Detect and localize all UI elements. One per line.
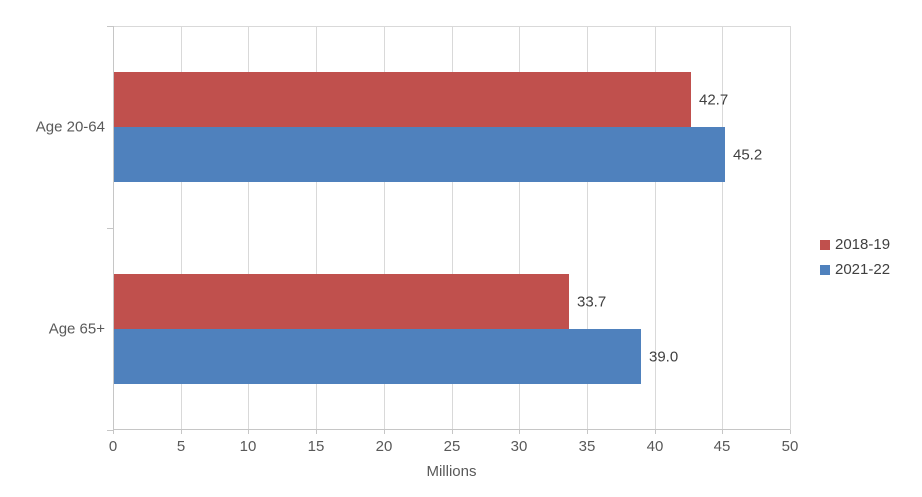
- x-tick-mark-10: [248, 430, 249, 434]
- y-tick-mark-2: [107, 430, 113, 431]
- x-tick-mark-35: [587, 430, 588, 434]
- data-label-2021-22-Age 20-64: 45.2: [733, 146, 763, 164]
- legend: 2018-19 2021-22: [820, 232, 890, 282]
- x-tick-label-5: 5: [176, 438, 186, 455]
- data-label-2018-19-Age 65+: 33.7: [577, 293, 607, 311]
- x-tick-mark-15: [316, 430, 317, 434]
- x-tick-mark-0: [113, 430, 114, 434]
- bar-2021-22-Age 65+: [113, 329, 641, 384]
- legend-label: 2018-19: [835, 236, 891, 253]
- legend-item-2021-22: 2021-22: [820, 257, 890, 282]
- plot-top-border: [113, 26, 790, 27]
- gridline-x-10: [248, 26, 249, 430]
- plot-area: [113, 26, 791, 430]
- x-axis-title: Millions: [426, 463, 477, 480]
- legend-swatch-icon: [820, 239, 830, 250]
- x-tick-label-50: 50: [781, 438, 799, 455]
- category-label-Age 65+: Age 65+: [48, 320, 105, 338]
- gridline-x-25: [452, 26, 453, 430]
- gridline-x-40: [655, 26, 656, 430]
- gridline-x-30: [519, 26, 520, 430]
- x-tick-mark-5: [181, 430, 182, 434]
- legend-swatch-icon: [820, 264, 830, 275]
- x-tick-label-30: 30: [510, 438, 528, 455]
- x-tick-mark-30: [519, 430, 520, 434]
- x-tick-mark-20: [384, 430, 385, 434]
- x-tick-label-25: 25: [443, 438, 461, 455]
- gridline-x-5: [181, 26, 182, 430]
- gridline-x-15: [316, 26, 317, 430]
- x-tick-label-10: 10: [239, 438, 257, 455]
- x-axis-line: [113, 429, 790, 430]
- x-tick-mark-40: [655, 430, 656, 434]
- x-tick-label-40: 40: [646, 438, 664, 455]
- gridline-x-45: [722, 26, 723, 430]
- x-tick-mark-45: [722, 430, 723, 434]
- x-tick-label-20: 20: [375, 438, 393, 455]
- bar-2021-22-Age 20-64: [113, 127, 725, 182]
- category-label-Age 20-64: Age 20-64: [35, 118, 105, 136]
- data-label-2021-22-Age 65+: 39.0: [649, 348, 679, 366]
- gridline-x-20: [384, 26, 385, 430]
- bar-2018-19-Age 65+: [113, 274, 569, 329]
- data-label-2018-19-Age 20-64: 42.7: [699, 91, 729, 109]
- gridline-x-35: [587, 26, 588, 430]
- gridline-x-50: [790, 26, 791, 430]
- y-tick-mark-1: [107, 228, 113, 229]
- bar-2018-19-Age 20-64: [113, 72, 691, 127]
- x-tick-label-0: 0: [108, 438, 118, 455]
- x-tick-label-35: 35: [578, 438, 596, 455]
- x-tick-mark-50: [790, 430, 791, 434]
- x-tick-mark-25: [452, 430, 453, 434]
- legend-item-2018-19: 2018-19: [820, 232, 890, 257]
- y-axis-line: [113, 26, 114, 430]
- x-tick-label-15: 15: [307, 438, 325, 455]
- x-tick-label-45: 45: [713, 438, 731, 455]
- y-tick-mark-0: [107, 26, 113, 27]
- legend-label: 2021-22: [835, 261, 891, 278]
